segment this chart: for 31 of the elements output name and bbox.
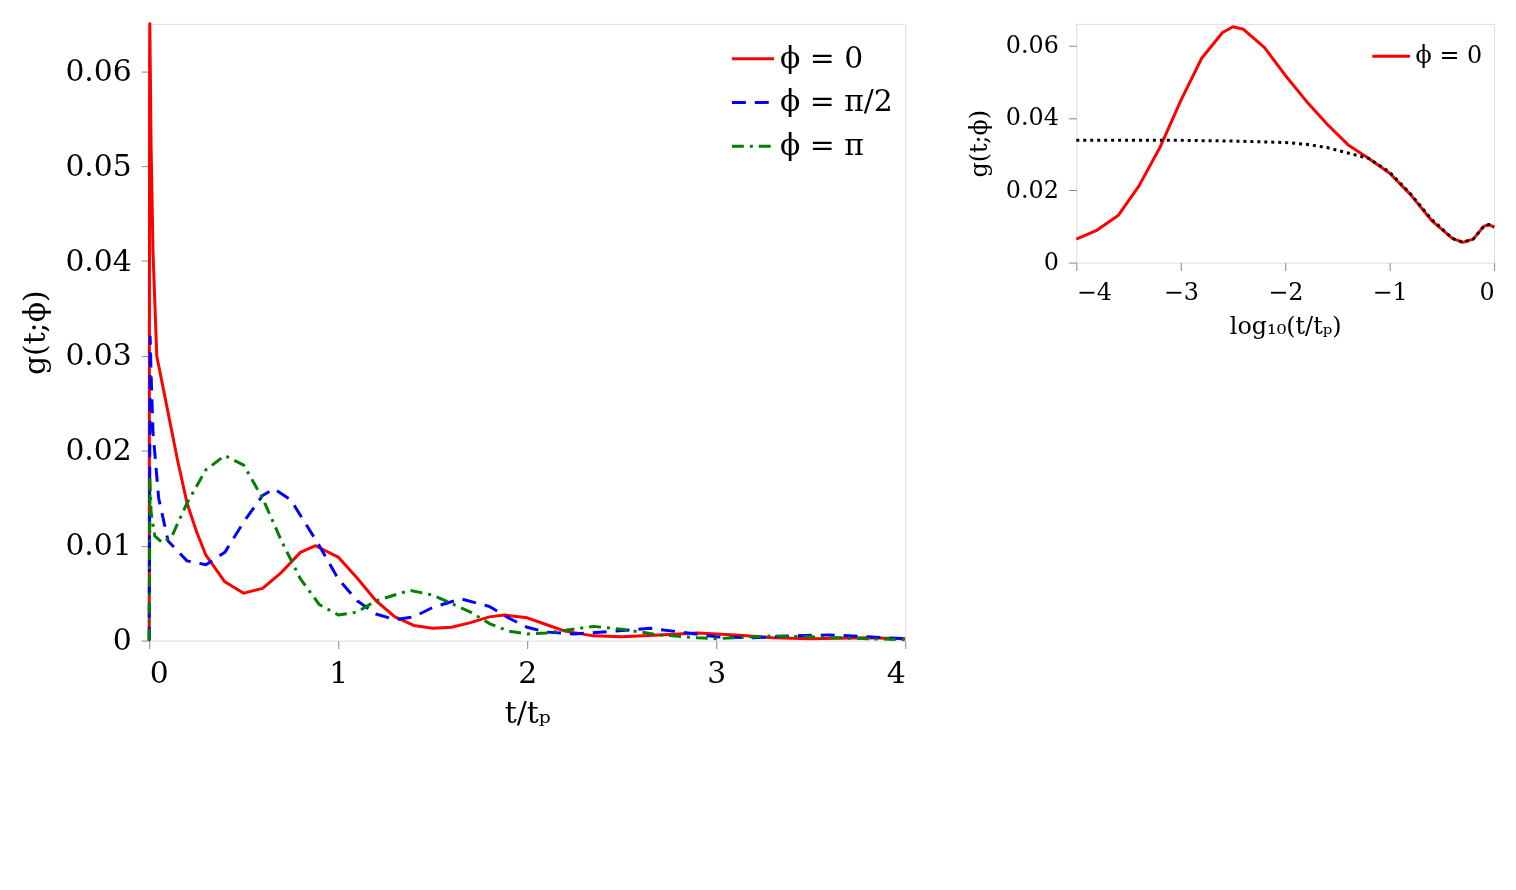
legend-label: ϕ = 0 [779, 39, 864, 75]
x-tick-label: −4 [1076, 277, 1112, 306]
y-tick-label: 0 [112, 622, 132, 658]
x-tick-label: 3 [707, 654, 727, 690]
x-tick-label: −2 [1268, 277, 1304, 306]
y-tick-label: 0.02 [65, 432, 132, 468]
x-tick-label: 1 [329, 654, 349, 690]
y-tick-label: 0 [1043, 248, 1059, 277]
x-tick-label: −3 [1163, 277, 1199, 306]
x-axis-title: log₁₀(t/tₚ) [1229, 311, 1342, 340]
y-axis-title: g(t;ϕ) [964, 109, 993, 178]
x-axis-title: t/tₚ [504, 694, 551, 730]
y-tick-label: 0.01 [65, 527, 132, 563]
y-tick-label: 0.05 [65, 147, 132, 183]
line-series [147, 454, 907, 643]
x-tick-label: −1 [1372, 277, 1408, 306]
legend-label: ϕ = π [779, 127, 864, 163]
y-tick-label: 0.04 [1005, 103, 1059, 132]
y-tick-label: 0.02 [1005, 175, 1059, 204]
x-tick-label: 2 [518, 654, 538, 690]
y-tick-label: 0.06 [65, 52, 132, 88]
x-tick-label: 4 [886, 654, 906, 690]
y-tick-label: 0.03 [65, 337, 132, 373]
y-axis-title: g(t;ϕ) [17, 290, 53, 376]
y-tick-label: 0.04 [65, 242, 132, 278]
y-tick-label: 0.06 [1005, 31, 1059, 60]
line-series [1074, 138, 1496, 244]
legend-label: ϕ = π/2 [779, 83, 893, 119]
legend-label: ϕ = 0 [1415, 41, 1483, 70]
x-tick-label: 0 [149, 654, 169, 690]
x-tick-label: 0 [1479, 277, 1495, 306]
